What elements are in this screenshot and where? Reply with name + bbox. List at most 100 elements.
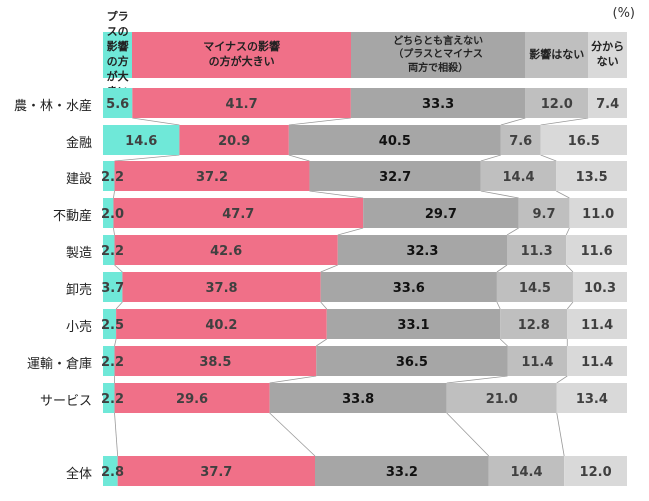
category-label: 運輸・倉庫 xyxy=(26,357,92,372)
data-label: 2.8 xyxy=(101,465,124,480)
data-label: 12.8 xyxy=(518,318,550,333)
bar-segment-neither xyxy=(288,125,501,155)
connector-line xyxy=(540,154,557,162)
bar-segment-no_effect xyxy=(480,161,557,191)
bar-segment-neither xyxy=(269,383,447,413)
data-label: 33.6 xyxy=(393,281,425,296)
data-label: 2.2 xyxy=(101,392,124,407)
data-label: 37.2 xyxy=(196,170,228,185)
bar-segment-minus xyxy=(122,272,321,302)
data-label: 21.0 xyxy=(486,392,518,407)
data-label: 16.5 xyxy=(568,134,600,149)
connector-line xyxy=(114,154,180,162)
connector-line xyxy=(115,301,123,310)
data-label: 11.6 xyxy=(581,244,613,259)
category-label: 建設 xyxy=(65,172,92,187)
connector-line xyxy=(499,338,508,347)
bar-segment-neither xyxy=(337,235,508,265)
bar-segment-unknown xyxy=(567,309,627,339)
bar-segment-plus xyxy=(103,456,118,486)
connector-line xyxy=(320,264,338,273)
bar-segment-unknown xyxy=(567,346,627,376)
bar-segment-unknown xyxy=(564,456,627,486)
connector-line xyxy=(496,301,501,310)
connector-line xyxy=(288,154,310,162)
connector-line xyxy=(113,227,115,236)
data-label: 40.5 xyxy=(379,134,411,149)
data-label: 2.2 xyxy=(101,170,124,185)
connector-line xyxy=(566,301,574,310)
data-label: 11.4 xyxy=(581,318,613,333)
data-label: 14.6 xyxy=(125,134,157,149)
data-label: 2.0 xyxy=(101,207,124,222)
bar-segment-minus xyxy=(117,456,316,486)
bar-segment-plus xyxy=(103,272,123,302)
bar-segment-no_effect xyxy=(488,456,565,486)
bar-segment-minus xyxy=(114,346,317,376)
data-label: 14.4 xyxy=(510,465,542,480)
category-label: 全体 xyxy=(65,467,92,482)
data-label: 47.7 xyxy=(222,207,254,222)
bar-segment-no_effect xyxy=(507,235,567,265)
bar-segment-plus xyxy=(103,161,115,191)
bar-segment-minus xyxy=(179,125,289,155)
data-label: 33.1 xyxy=(397,318,429,333)
data-label: 32.7 xyxy=(379,170,411,185)
connector-line xyxy=(114,264,123,273)
connector-line xyxy=(114,338,117,347)
data-label: 29.7 xyxy=(425,207,457,222)
connector-line xyxy=(540,117,589,126)
bar-segment-plus xyxy=(103,383,115,413)
data-label: 11.4 xyxy=(581,355,613,370)
connector-line xyxy=(269,375,317,384)
connector-line xyxy=(500,117,526,126)
connector-line xyxy=(269,412,316,457)
bar-segment-unknown xyxy=(572,272,627,302)
connector-line xyxy=(288,117,351,126)
data-label: 11.4 xyxy=(521,355,553,370)
category-label: 金融 xyxy=(65,136,92,151)
bar-segment-minus xyxy=(116,309,327,339)
data-label: 13.4 xyxy=(576,392,608,407)
category-label: 不動産 xyxy=(52,209,92,224)
connector-line xyxy=(337,227,364,236)
bar-segment-neither xyxy=(326,309,501,339)
bar-segment-unknown xyxy=(540,125,627,155)
legend-item-no_effect: 影響はない xyxy=(525,32,589,78)
connector-line xyxy=(496,264,508,273)
connector-line xyxy=(320,301,328,310)
bar-segment-no_effect xyxy=(525,88,589,118)
bar-segment-unknown xyxy=(569,198,627,228)
data-label: 36.5 xyxy=(396,355,428,370)
legend-item-unknown: 分からない xyxy=(588,32,627,78)
data-label: 41.7 xyxy=(226,97,258,112)
category-label: 卸売 xyxy=(65,283,92,298)
bar-segment-unknown xyxy=(556,161,627,191)
connector-line xyxy=(480,190,519,199)
connector-line xyxy=(565,264,574,273)
bar-segment-neither xyxy=(320,272,497,302)
category-label: 製造 xyxy=(65,246,92,261)
connector-line xyxy=(565,227,570,236)
data-label: 33.3 xyxy=(422,97,454,112)
data-label: 7.6 xyxy=(509,134,532,149)
connector-line xyxy=(113,190,115,199)
data-label: 2.5 xyxy=(101,318,124,333)
connector-line xyxy=(446,375,508,384)
bar-segment-neither xyxy=(316,346,508,376)
data-label: 9.7 xyxy=(533,207,556,222)
data-label: 33.8 xyxy=(342,392,374,407)
bar-segment-plus xyxy=(103,198,114,228)
bar-segment-minus xyxy=(114,235,338,265)
data-label: 40.2 xyxy=(205,318,237,333)
bar-segment-minus xyxy=(113,198,364,228)
unit-label: (%) xyxy=(612,6,636,21)
bar-segment-no_effect xyxy=(500,125,541,155)
data-label: 12.0 xyxy=(541,97,573,112)
category-label: 農・林・水産 xyxy=(13,99,92,114)
bar-segment-plus xyxy=(103,346,115,376)
data-label: 32.3 xyxy=(406,244,438,259)
category-label: 小売 xyxy=(65,320,92,335)
connector-line xyxy=(556,190,570,199)
